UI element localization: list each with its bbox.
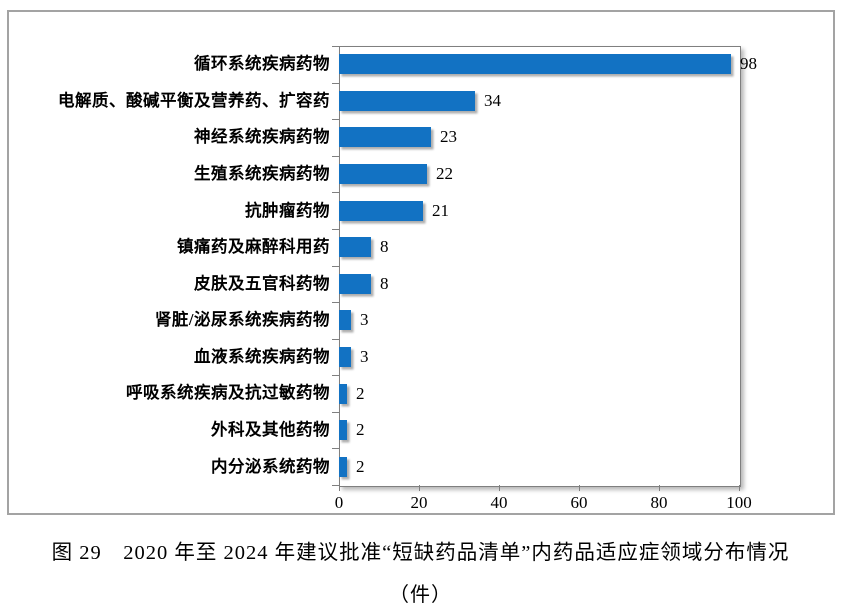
- bar: [339, 90, 475, 111]
- x-axis-tick: [499, 485, 500, 491]
- bar-row: 电解质、酸碱平衡及营养药、扩容药 34: [9, 83, 833, 120]
- value-label: 23: [440, 127, 457, 147]
- value-label: 22: [436, 164, 453, 184]
- value-label: 2: [356, 420, 365, 440]
- x-axis-tick-label: 80: [650, 493, 668, 512]
- bar: [339, 200, 423, 221]
- x-axis-tick: [659, 485, 660, 491]
- x-axis-tick-label: 20: [410, 493, 428, 512]
- value-label: 98: [740, 54, 757, 74]
- bar-row: 呼吸系统疾病及抗过敏药物 2: [9, 375, 833, 412]
- category-label: 镇痛药及麻醉科用药: [177, 237, 330, 257]
- x-axis-tick: [739, 485, 740, 491]
- bar-row: 镇痛药及麻醉科用药 8: [9, 229, 833, 266]
- value-label: 2: [356, 456, 365, 476]
- caption-title: 图 29 2020 年至 2024 年建议批准“短缺药品清单”内药品适应症领域分…: [51, 542, 790, 564]
- value-label: 21: [432, 200, 449, 220]
- bar: [339, 383, 347, 404]
- bar: [339, 54, 731, 75]
- bar-row: 生殖系统疾病药物 22: [9, 156, 833, 193]
- bar: [339, 273, 371, 294]
- y-axis-tick: [332, 338, 339, 340]
- value-label: 3: [360, 346, 369, 366]
- value-label: 34: [484, 90, 501, 110]
- y-axis-tick: [332, 485, 339, 486]
- category-label: 生殖系统疾病药物: [194, 163, 330, 183]
- bar-row: 神经系统疾病药物 23: [9, 119, 833, 156]
- category-label: 呼吸系统疾病及抗过敏药物: [126, 383, 330, 403]
- y-axis-tick: [332, 192, 339, 194]
- y-axis-tick: [332, 375, 339, 377]
- category-label: 血液系统疾病药物: [194, 346, 330, 366]
- bar: [339, 127, 431, 148]
- y-axis-tick: [332, 411, 339, 413]
- x-axis-tick: [339, 485, 340, 491]
- category-label: 神经系统疾病药物: [194, 127, 330, 147]
- x-axis-tick-label: 100: [726, 493, 752, 512]
- y-axis-tick: [332, 82, 339, 84]
- category-label: 电解质、酸碱平衡及营养药、扩容药: [58, 90, 330, 110]
- value-label: 8: [380, 237, 389, 257]
- value-label: 2: [356, 383, 365, 403]
- x-axis-tick-label: 0: [334, 493, 344, 512]
- bar: [339, 237, 371, 258]
- bar-row: 抗肿瘤药物 21: [9, 192, 833, 229]
- y-axis-tick: [332, 119, 339, 121]
- y-axis-tick: [332, 302, 339, 304]
- bar: [339, 420, 347, 441]
- chart-frame: 循环系统疾病药物 98 电解质、酸碱平衡及营养药、扩容药 34 神经系统疾病药物…: [7, 10, 835, 515]
- bar-row: 循环系统疾病药物 98: [9, 46, 833, 83]
- bar: [339, 456, 347, 477]
- figure-caption: 图 29 2020 年至 2024 年建议批准“短缺药品清单”内药品适应症领域分…: [0, 541, 841, 607]
- category-label: 皮肤及五官科药物: [194, 273, 330, 293]
- plot-area: [339, 46, 741, 487]
- value-label: 3: [360, 310, 369, 330]
- x-axis-tick-label: 60: [570, 493, 588, 512]
- category-label: 循环系统疾病药物: [194, 54, 330, 74]
- bar-row: 内分泌系统药物 2: [9, 448, 833, 485]
- bar: [339, 164, 427, 185]
- y-axis-tick: [332, 46, 339, 47]
- y-axis-tick: [332, 155, 339, 157]
- bar-row: 外科及其他药物 2: [9, 412, 833, 449]
- caption-unit: （件）: [389, 583, 452, 606]
- bar-row: 皮肤及五官科药物 8: [9, 266, 833, 303]
- bar: [339, 346, 351, 367]
- bar: [339, 310, 351, 331]
- bar-row: 肾脏/泌尿系统疾病药物 3: [9, 302, 833, 339]
- bar-row: 血液系统疾病药物 3: [9, 339, 833, 376]
- value-label: 8: [380, 273, 389, 293]
- category-label: 内分泌系统药物: [211, 456, 330, 476]
- y-axis-tick: [332, 265, 339, 267]
- category-label: 外科及其他药物: [211, 420, 330, 440]
- y-axis-tick: [332, 448, 339, 450]
- x-axis-tick: [419, 485, 420, 491]
- x-axis-tick: [579, 485, 580, 491]
- x-axis-tick-label: 40: [490, 493, 508, 512]
- y-axis-tick: [332, 228, 339, 230]
- category-label: 抗肿瘤药物: [245, 200, 330, 220]
- category-label: 肾脏/泌尿系统疾病药物: [154, 310, 330, 330]
